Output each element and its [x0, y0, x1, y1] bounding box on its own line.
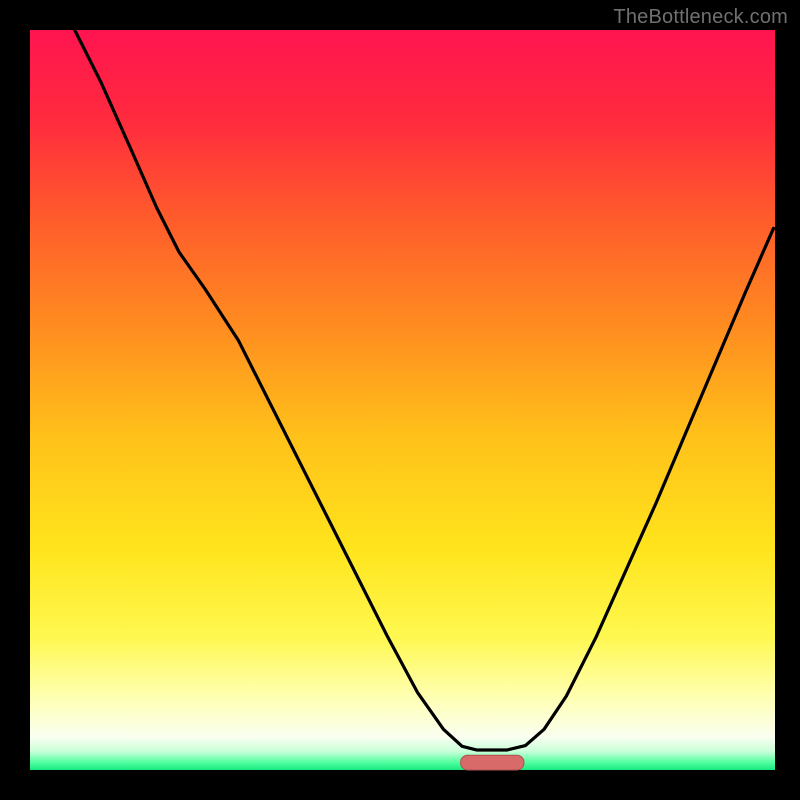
chart-svg: [0, 0, 800, 800]
optimal-range-marker: [461, 755, 524, 770]
watermark-text: TheBottleneck.com: [613, 6, 788, 29]
bottleneck-chart: [0, 0, 800, 800]
